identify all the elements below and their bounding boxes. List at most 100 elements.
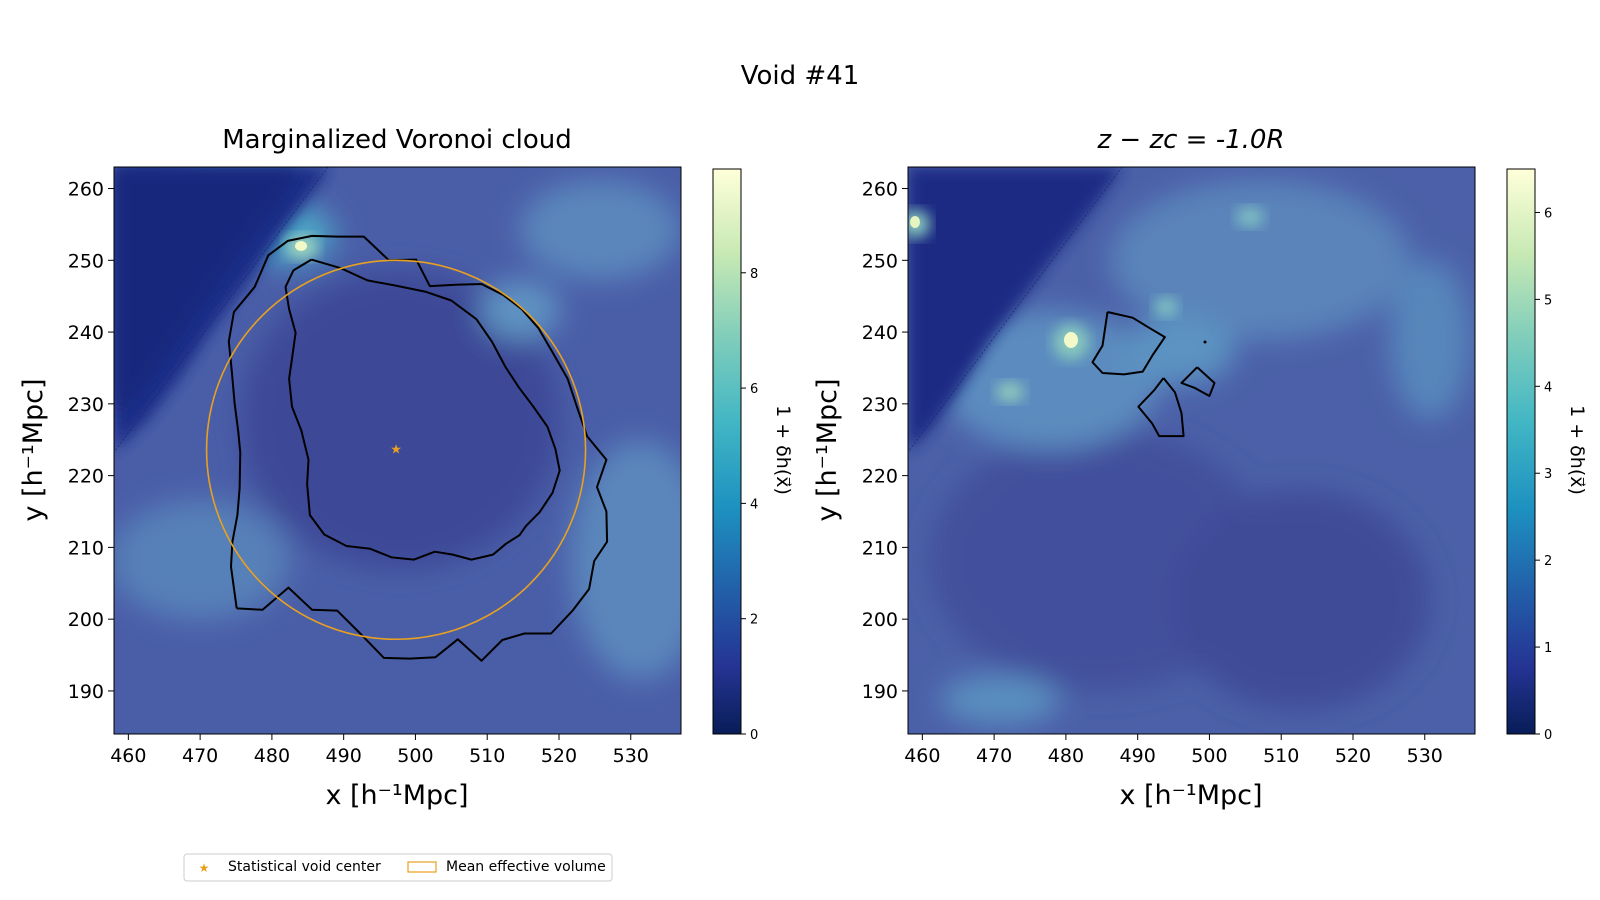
density-contour: [1091, 311, 1166, 376]
left-axes-frame: [113, 166, 682, 735]
x-tick-label: 490: [326, 745, 362, 767]
y-tick-label: 240: [862, 322, 898, 344]
colorbar-tick-label: 1: [1544, 641, 1552, 656]
x-tick-label: 520: [1335, 745, 1371, 767]
left-colorbar-label: 1 + δh(x⃗): [772, 405, 794, 495]
density-contour: [1180, 366, 1216, 397]
right-axes-frame: [907, 166, 1476, 735]
density-peak: [1236, 207, 1264, 227]
y-tick-label: 190: [862, 681, 898, 703]
mask-boundary-line: [908, 167, 1123, 453]
left-heatmap: ★: [114, 167, 681, 734]
left-x-axis-label: x [h⁻¹Mpc]: [325, 780, 468, 811]
y-tick-label: 230: [68, 394, 104, 416]
y-tick-label: 220: [862, 466, 898, 488]
figure-title: Void #41: [741, 61, 860, 91]
y-tick-label: 240: [68, 322, 104, 344]
right-panel-title: z − zc = -1.0R: [1096, 125, 1284, 155]
legend-volume-swatch: [407, 861, 437, 873]
heat-blob: [1110, 180, 1410, 340]
y-tick-label: 250: [68, 250, 104, 272]
contour-lines: [1091, 311, 1216, 438]
void-center-star: ★: [390, 442, 402, 457]
mean-effective-volume-circle: [205, 259, 587, 641]
colorbar-tick-label: 6: [750, 382, 758, 397]
y-tick-label: 230: [862, 394, 898, 416]
legend-frame: [183, 853, 613, 882]
left-colorbar-ticks: 0 2 4 6 8: [741, 267, 758, 743]
x-tick-label: 460: [904, 745, 940, 767]
density-contour: [227, 234, 609, 662]
x-tick-label: 470: [976, 745, 1012, 767]
density-peak: [996, 382, 1024, 402]
right-colorbar: [1506, 168, 1536, 735]
x-tick-label: 530: [613, 745, 649, 767]
left-panel-title: Marginalized Voronoi cloud: [222, 125, 572, 155]
left-panel: Marginalized Voronoi cloud ★ 460 470 480 49…: [18, 125, 794, 811]
legend-center-label: Statistical void center: [228, 859, 381, 875]
y-tick-label: 210: [68, 537, 104, 559]
contour-lines: [227, 234, 609, 662]
density-contour: [1137, 377, 1185, 438]
right-heatmap: [908, 167, 1475, 734]
x-tick-label: 510: [1263, 745, 1299, 767]
right-panel: z − zc = -1.0R 460 47: [812, 125, 1588, 811]
legend-star-marker: ★: [199, 861, 210, 875]
left-y-axis-label: y [h⁻¹Mpc]: [18, 378, 49, 521]
colorbar-tick-label: 0: [1544, 728, 1552, 743]
survey-mask-region: [114, 167, 300, 420]
right-axis-ticks: 460 470 480 490 500 510 520 530 190 200 210 220 230 2…: [862, 179, 1443, 767]
density-contour: [284, 258, 561, 561]
x-tick-label: 500: [397, 745, 433, 767]
right-x-axis-label: x [h⁻¹Mpc]: [1119, 780, 1262, 811]
y-tick-label: 200: [862, 609, 898, 631]
heat-blob: [1390, 260, 1470, 420]
x-tick-label: 480: [1048, 745, 1084, 767]
density-peak: [1064, 332, 1078, 348]
y-tick-label: 260: [68, 179, 104, 201]
density-peak: [1154, 297, 1178, 317]
heat-blob: [480, 280, 560, 340]
right-y-axis-label: y [h⁻¹Mpc]: [812, 378, 843, 521]
colorbar-tick-label: 8: [750, 267, 758, 282]
heat-blob: [1125, 315, 1235, 385]
x-tick-label: 490: [1120, 745, 1156, 767]
y-tick-label: 210: [862, 537, 898, 559]
y-tick-label: 220: [68, 466, 104, 488]
density-peak: [295, 241, 307, 251]
heat-blob: [1170, 490, 1430, 710]
contour-dot: [1203, 340, 1207, 344]
y-tick-label: 260: [862, 179, 898, 201]
x-tick-label: 520: [541, 745, 577, 767]
heat-blob: [240, 270, 560, 570]
x-tick-label: 500: [1191, 745, 1227, 767]
colorbar-tick-label: 4: [1544, 380, 1552, 395]
x-tick-label: 530: [1407, 745, 1443, 767]
colorbar-tick-label: 4: [750, 497, 758, 512]
x-tick-label: 480: [254, 745, 290, 767]
colorbar-tick-label: 6: [1544, 206, 1552, 221]
x-tick-label: 470: [182, 745, 218, 767]
colorbar-tick-label: 0: [750, 728, 758, 743]
colorbar-tick-label: 2: [1544, 554, 1552, 569]
heat-blob: [940, 675, 1060, 725]
colorbar-tick-label: 5: [1544, 293, 1552, 308]
right-colorbar-label: 1 + δh(x⃗): [1566, 405, 1588, 495]
legend-volume-label: Mean effective volume: [446, 859, 606, 875]
heat-blob: [940, 310, 1160, 450]
heat-blob: [570, 440, 681, 680]
colorbar-tick-label: 3: [1544, 467, 1552, 482]
y-tick-label: 200: [68, 609, 104, 631]
legend: ★ Statistical void center Mean effective…: [183, 853, 613, 882]
heat-blob: [520, 180, 680, 280]
heat-blob: [114, 500, 290, 620]
density-peak: [910, 216, 920, 228]
left-colorbar: [712, 168, 742, 735]
colorbar-tick-label: 2: [750, 613, 758, 628]
left-axis-ticks: 460 470 480 490 500 510 520 530 190 200 210 220 230 2…: [68, 179, 649, 767]
x-tick-label: 460: [110, 745, 146, 767]
y-tick-label: 250: [862, 250, 898, 272]
y-tick-label: 190: [68, 681, 104, 703]
right-colorbar-ticks: 0 1 2 3 4 5 6: [1535, 206, 1552, 743]
